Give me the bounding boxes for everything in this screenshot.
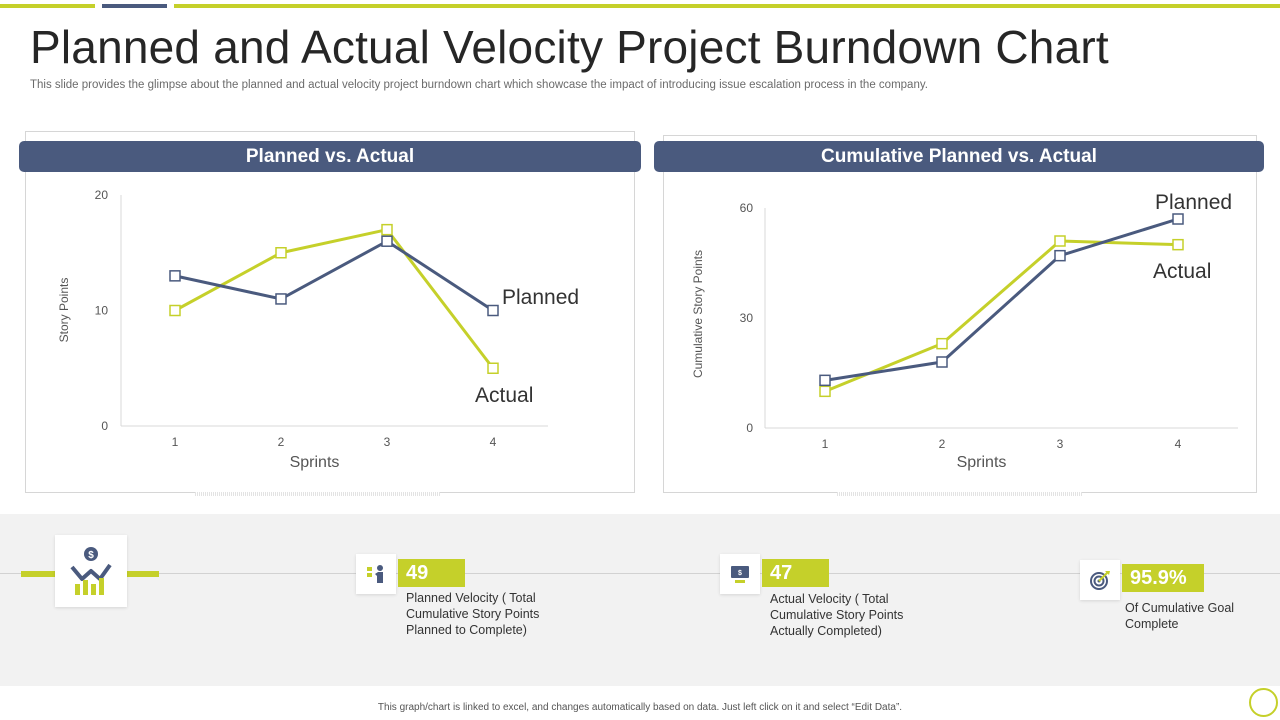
target-icon <box>1080 560 1120 600</box>
chart-scroll-hint <box>837 492 1082 496</box>
kpi-divider-line <box>0 573 1280 574</box>
kpi-value-actual-velocity: 47 <box>762 559 829 587</box>
kpi-accent-bar <box>21 571 55 577</box>
top-accent-bar <box>102 4 167 8</box>
kpi-value-goal-complete: 95.9% <box>1122 564 1204 592</box>
top-accent-bar <box>0 4 95 8</box>
chart-title-planned-vs-actual: Planned vs. Actual <box>19 141 641 172</box>
footer-note: This graph/chart is linked to excel, and… <box>377 702 903 713</box>
page-subtitle: This slide provides the glimpse about th… <box>30 79 928 91</box>
svg-text:$: $ <box>738 570 742 577</box>
kpi-value-planned-velocity: 49 <box>398 559 465 587</box>
chart-scroll-hint <box>195 492 440 496</box>
kpi-desc-goal-complete: Of Cumulative Goal Complete <box>1125 601 1235 631</box>
corner-circle-decoration <box>1249 688 1278 717</box>
monitor-dollar-icon: $ <box>720 554 760 594</box>
page-title: Planned and Actual Velocity Project Burn… <box>30 21 1109 73</box>
kpi-band <box>0 514 1280 686</box>
chart-title-cumulative: Cumulative Planned vs. Actual <box>654 141 1264 172</box>
top-accent-bar <box>174 4 1280 8</box>
presenter-icon <box>356 554 396 594</box>
chart-panel-cumulative[interactable] <box>663 135 1257 493</box>
kpi-desc-planned-velocity: Planned Velocity ( Total Cumulative Stor… <box>406 591 540 637</box>
chart-panel-planned-vs-actual[interactable] <box>25 131 635 493</box>
dollar-growth-chart-icon: $ <box>55 535 127 607</box>
svg-text:$: $ <box>88 550 94 561</box>
kpi-accent-bar <box>127 571 159 577</box>
kpi-desc-actual-velocity: Actual Velocity ( Total Cumulative Story… <box>770 592 904 638</box>
